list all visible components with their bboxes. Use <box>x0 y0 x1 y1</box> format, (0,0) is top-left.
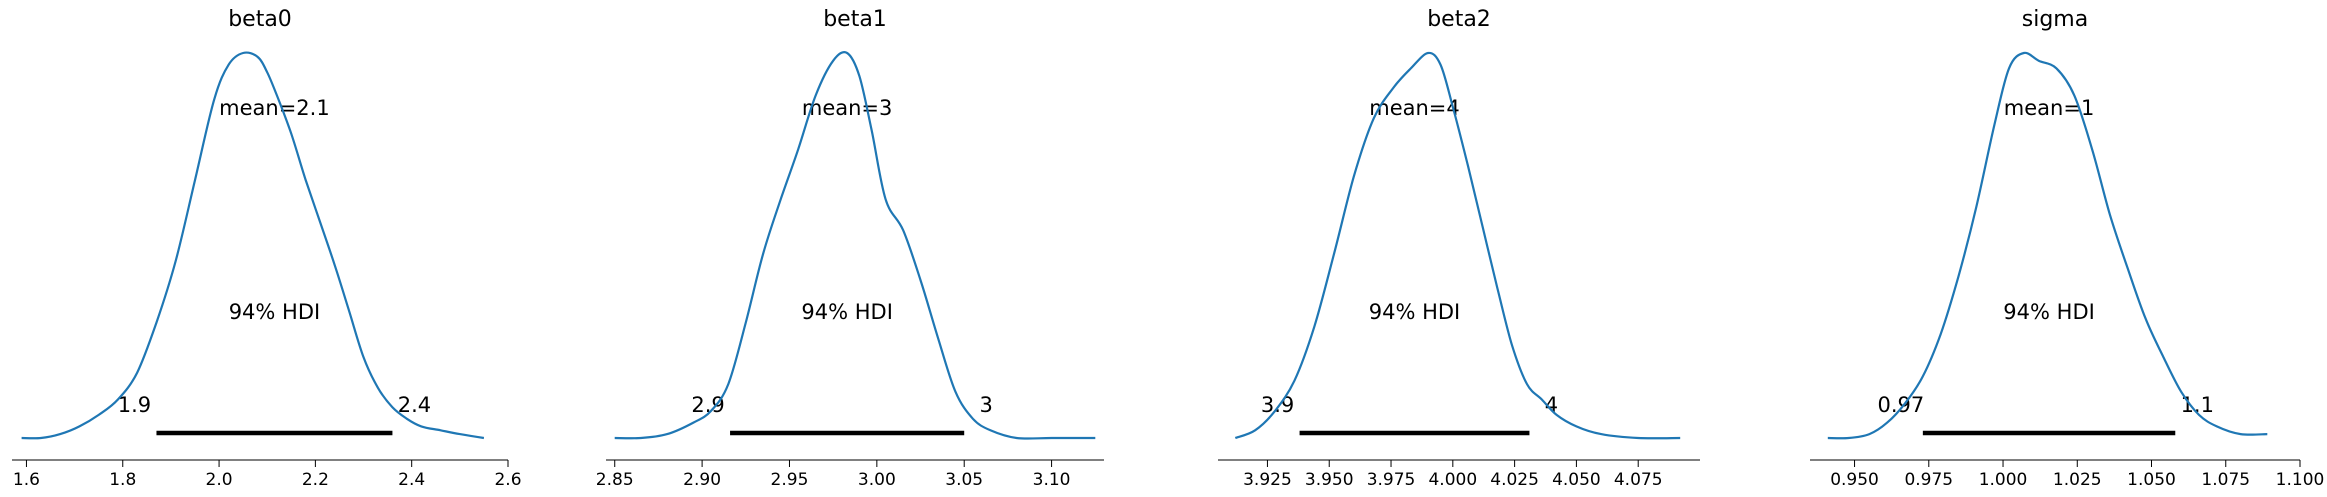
mean-label: mean=2.1 <box>219 96 330 120</box>
x-tick-label: 2.6 <box>494 470 521 490</box>
panel-title: beta2 <box>1427 7 1491 32</box>
x-tick-label: 1.050 <box>2127 470 2176 490</box>
hdi-label: 94% HDI <box>229 300 321 324</box>
panel-beta1: beta1 mean=3 94% HDI 2.9 3 2.85 2.90 2.95 3… <box>596 7 1104 490</box>
x-tick-label: 2.85 <box>596 470 634 490</box>
x-tick-label: 0.975 <box>1904 470 1953 490</box>
panel-beta2: beta2 mean=4 94% HDI 3.9 4 3.925 3.950 3.9… <box>1218 7 1700 490</box>
x-tick-label: 1.025 <box>2053 470 2102 490</box>
hdi-label: 94% HDI <box>801 300 893 324</box>
x-tick-label: 3.975 <box>1367 470 1416 490</box>
x-tick-label: 4.050 <box>1552 470 1601 490</box>
panel-sigma: sigma mean=1 94% HDI 0.97 1.1 0.950 0.975… <box>1810 7 2324 490</box>
hdi-label: 94% HDI <box>2003 300 2095 324</box>
density-curve <box>21 51 485 440</box>
mean-label: mean=3 <box>802 96 893 120</box>
x-tick-label: 1.000 <box>1979 470 2028 490</box>
x-tick-label: 1.075 <box>2201 470 2250 490</box>
hdi-lower-label: 3.9 <box>1261 393 1294 417</box>
hdi-upper-label: 3 <box>980 393 993 417</box>
mean-label: mean=1 <box>2004 96 2095 120</box>
x-tick-label: 3.05 <box>945 470 983 490</box>
panel-title: sigma <box>2022 7 2088 32</box>
hdi-upper-label: 4 <box>1545 393 1558 417</box>
x-tick-label: 3.10 <box>1033 470 1071 490</box>
hdi-lower-label: 1.9 <box>118 393 151 417</box>
x-tick-label: 4.025 <box>1490 470 1539 490</box>
density-curve <box>1827 51 2268 440</box>
x-tick-label: 1.6 <box>13 470 40 490</box>
x-tick-label: 2.0 <box>206 470 233 490</box>
panel-title: beta1 <box>823 7 887 32</box>
x-tick-label: 1.100 <box>2276 470 2325 490</box>
x-tick-label: 4.075 <box>1614 470 1663 490</box>
hdi-upper-label: 2.4 <box>398 393 431 417</box>
x-tick-label: 2.90 <box>683 470 721 490</box>
x-tick-label: 4.000 <box>1428 470 1477 490</box>
hdi-label: 94% HDI <box>1369 300 1461 324</box>
x-tick-label: 3.00 <box>858 470 896 490</box>
density-curve <box>1234 51 1681 440</box>
x-tick-label: 2.4 <box>398 470 425 490</box>
x-tick-label: 3.925 <box>1243 470 1292 490</box>
x-tick-label: 1.8 <box>109 470 136 490</box>
hdi-lower-label: 0.97 <box>1877 393 1924 417</box>
panel-beta0: beta0 mean=2.1 94% HDI 1.9 2.4 1.6 1.8 2.0… <box>12 7 522 490</box>
x-tick-label: 0.950 <box>1830 470 1879 490</box>
x-tick-label: 2.95 <box>771 470 809 490</box>
x-tick-label: 3.950 <box>1305 470 1354 490</box>
panel-title: beta0 <box>228 7 292 32</box>
density-curve <box>614 51 1096 440</box>
x-tick-label: 2.2 <box>302 470 329 490</box>
mean-label: mean=4 <box>1369 96 1460 120</box>
